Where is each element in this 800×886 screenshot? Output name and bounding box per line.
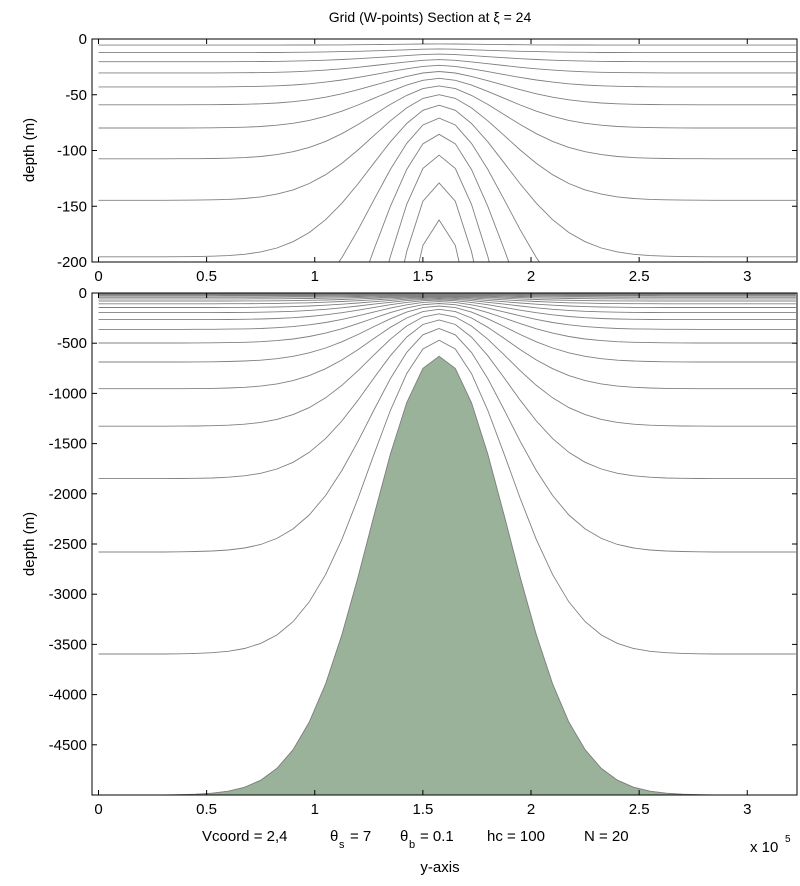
x-tick-label: 1.5 — [412, 801, 433, 818]
chart-title: Grid (W-points) Section at ξ = 24 — [329, 9, 532, 25]
bottom-plot-area — [98, 293, 796, 795]
y-tick-label: -150 — [57, 198, 87, 215]
w-level-line-18 — [98, 48, 796, 54]
param-theta-b: = 0.1 — [420, 828, 454, 845]
bottom-axes: 0 0.5 1 1.5 2 2.5 3 0 -500 -1000 -1500 -2000 -2500 -3… — [49, 285, 798, 818]
w-level-line-6 — [403, 182, 475, 262]
bathymetry-fill — [98, 355, 796, 795]
w-level-line-12 — [98, 85, 796, 160]
y-tick-label: -2500 — [49, 536, 87, 553]
x-tick-label: 0.5 — [196, 268, 217, 285]
x-multiplier-exponent: 5 — [785, 834, 791, 845]
x-tick-label: 1.5 — [412, 268, 433, 285]
x-multiplier: x 10 — [750, 839, 778, 856]
y-tick-label: -100 — [57, 143, 87, 160]
y-tick-label: 0 — [79, 285, 87, 302]
w-level-line-9 — [338, 117, 540, 262]
x-tick-label: 1 — [311, 268, 319, 285]
param-theta-s-symbol: θ — [330, 828, 338, 845]
w-level-line-10 — [98, 104, 796, 258]
w-level-line-15 — [98, 64, 796, 88]
param-vcoord: Vcoord = 2,4 — [202, 828, 287, 845]
y-tick-label: -4500 — [49, 737, 87, 754]
w-level-line-1 — [98, 339, 796, 655]
x-axis-label: y-axis — [420, 859, 459, 876]
w-level-line-2 — [98, 328, 796, 553]
x-tick-label: 2.5 — [629, 801, 650, 818]
w-level-line-13 — [98, 77, 796, 129]
x-tick-label: 3 — [743, 268, 751, 285]
param-theta-s-subscript: s — [339, 839, 345, 851]
y-tick-label: -3500 — [49, 636, 87, 653]
x-tick-label: 0 — [94, 268, 102, 285]
x-tick-label: 0.5 — [196, 801, 217, 818]
w-level-line-8 — [368, 133, 510, 262]
top-axes: 0 0.5 1 1.5 2 2.5 3 0 -50 -100 -150 -200 — [57, 31, 798, 285]
x-tick-label: 3 — [743, 801, 751, 818]
y-tick-label: -1000 — [49, 385, 87, 402]
top-plot-area — [98, 39, 796, 262]
x-tick-label: 0 — [94, 801, 102, 818]
w-level-line-4 — [98, 313, 796, 427]
param-hc: hc = 100 — [487, 828, 545, 845]
y-tick-label: 0 — [79, 31, 87, 48]
parameters-label: Vcoord = 2,4 θ s = 7 θ b = 0.1 hc = 100 … — [202, 828, 629, 851]
param-theta-b-symbol: θ — [400, 828, 408, 845]
w-level-line-13 — [98, 296, 796, 302]
y-tick-label: -500 — [57, 335, 87, 352]
y-tick-label: -3000 — [49, 586, 87, 603]
w-level-line-5 — [98, 308, 796, 390]
top-y-axis-label: depth (m) — [21, 118, 38, 182]
w-level-line-3 — [98, 319, 796, 480]
w-level-line-16 — [98, 59, 796, 74]
w-level-line-11 — [98, 94, 796, 201]
x-tick-label: 1 — [311, 801, 319, 818]
x-tick-label: 2.5 — [629, 268, 650, 285]
w-level-line-7 — [388, 154, 490, 262]
w-level-line-16 — [98, 294, 796, 297]
w-level-line-12 — [98, 296, 796, 305]
y-tick-label: -200 — [57, 254, 87, 271]
w-level-line-17 — [98, 53, 796, 63]
w-level-line-11 — [98, 297, 796, 308]
w-level-line-0 — [98, 355, 796, 795]
y-tick-label: -1500 — [49, 436, 87, 453]
x-tick-label: 2 — [527, 268, 535, 285]
x-tick-label: 2 — [527, 801, 535, 818]
w-level-line-8 — [98, 301, 796, 330]
w-level-line-5 — [418, 219, 460, 262]
w-level-line-19 — [98, 43, 796, 46]
w-level-line-14 — [98, 71, 796, 106]
param-theta-s: = 7 — [350, 828, 371, 845]
y-tick-label: -2000 — [49, 486, 87, 503]
y-tick-label: -4000 — [49, 687, 87, 704]
w-level-line-15 — [98, 294, 796, 298]
w-level-line-9 — [98, 299, 796, 321]
param-theta-b-subscript: b — [409, 839, 415, 851]
w-level-line-7 — [98, 303, 796, 344]
w-level-line-6 — [98, 305, 796, 363]
param-n: N = 20 — [584, 828, 629, 845]
y-tick-label: -50 — [65, 87, 87, 104]
bottom-y-axis-label: depth (m) — [21, 512, 38, 576]
w-level-line-10 — [98, 298, 796, 314]
w-level-line-17 — [98, 293, 796, 296]
w-level-line-14 — [98, 295, 796, 300]
